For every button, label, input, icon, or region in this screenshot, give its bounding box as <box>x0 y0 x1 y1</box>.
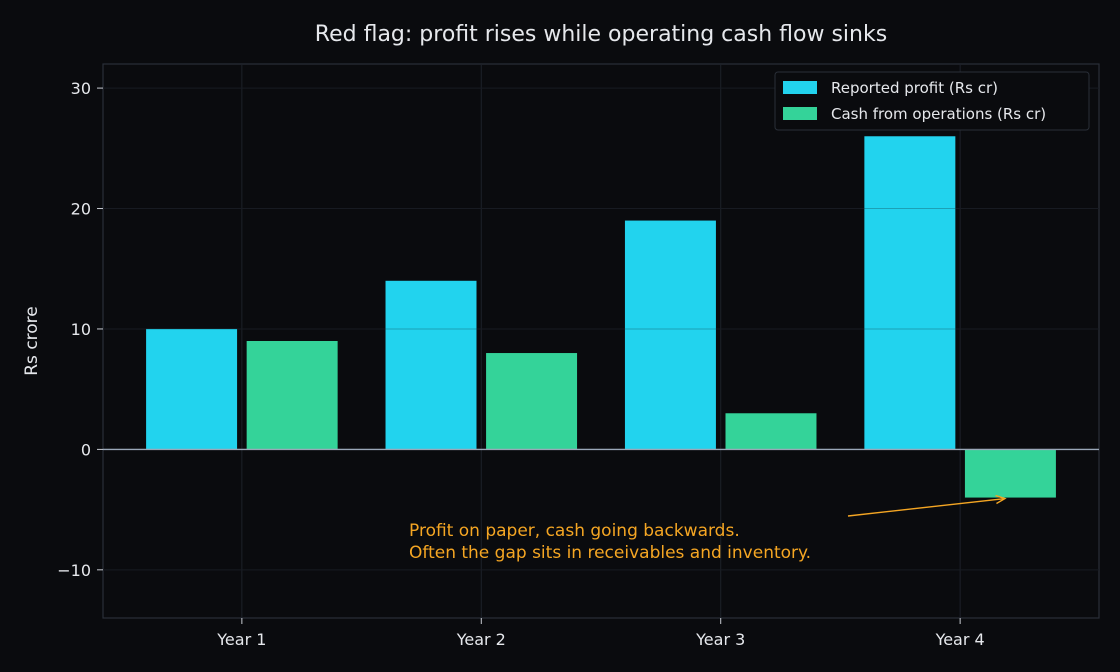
x-tick-label: Year 1 <box>216 630 266 649</box>
x-tick-label: Year 4 <box>935 630 985 649</box>
bar-profit-3 <box>624 220 716 450</box>
x-tick-label: Year 2 <box>456 630 506 649</box>
plot-area: −10 0 10 20 30 Year 1 Year 2 Year 3 Year 4 Report… <box>57 63 1100 649</box>
y-axis-label: Rs crore <box>22 306 42 376</box>
bar-profit-1 <box>146 328 238 450</box>
y-tick-label: 0 <box>81 440 91 459</box>
annotation-text: Often the gap sits in receivables and in… <box>409 543 811 563</box>
annotation-text: Profit on paper, cash going backwards. <box>409 521 740 541</box>
y-tick-label: 10 <box>71 320 91 339</box>
annotation-arrowhead <box>995 494 1007 505</box>
legend-swatch <box>783 107 817 120</box>
bar-profit-2 <box>385 280 477 450</box>
y-tick-label: 20 <box>71 200 91 219</box>
annotation-arrow <box>847 498 1004 517</box>
y-tick-label: 30 <box>71 79 91 98</box>
bar-profit-4 <box>864 136 956 450</box>
chart-title: Red flag: profit rises while operating c… <box>315 22 887 47</box>
legend-label: Reported profit (Rs cr) <box>831 79 998 97</box>
bar-cash-4 <box>964 449 1056 498</box>
bar-cash-2 <box>486 353 578 450</box>
bar-cash-1 <box>246 341 338 450</box>
y-tick-label: −10 <box>57 561 91 580</box>
legend-label: Cash from operations (Rs cr) <box>831 105 1046 123</box>
x-tick-label: Year 3 <box>695 630 745 649</box>
legend-box <box>774 71 1090 131</box>
plot-frame <box>102 63 1100 619</box>
bar-cash-3 <box>725 413 817 450</box>
legend: Reported profit (Rs cr) Cash from operati… <box>774 71 1090 131</box>
legend-swatch <box>783 81 817 94</box>
